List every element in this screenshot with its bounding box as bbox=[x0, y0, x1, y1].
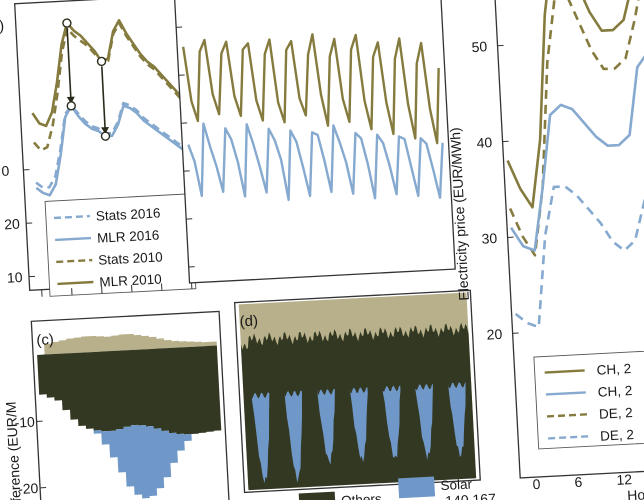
legend-solar: Solar bbox=[440, 476, 473, 493]
legend-mlr-2016: MLR 2016 bbox=[97, 228, 160, 246]
annotation-marker bbox=[62, 18, 72, 28]
y-tick-label: -20 bbox=[18, 480, 39, 497]
x-tick-label: 0 bbox=[532, 476, 541, 492]
panel-e-legend: CH, 2 CH, 2 DE, 2 DE, 2 bbox=[533, 349, 644, 450]
panel-e-series bbox=[506, 0, 644, 329]
panel-c-y-ticks: -10 -20 bbox=[14, 414, 47, 497]
series-2016 bbox=[187, 122, 444, 202]
panel-d-x-ticks: 140 167 bbox=[445, 490, 497, 500]
panel-a-label: (a) bbox=[0, 17, 5, 35]
legend-de-2016: DE, 2 bbox=[600, 427, 635, 444]
panel-e-ylabel: Electricity price (EUR/MWh) bbox=[447, 127, 472, 301]
area-wind bbox=[37, 333, 217, 355]
y-tick-label: 0 bbox=[1, 163, 10, 179]
series-ch-2010 bbox=[506, 0, 644, 209]
panel-b-y-ticks bbox=[176, 26, 195, 268]
y-tick-label: 40 bbox=[476, 134, 493, 151]
legend-ch-2016: CH, 2 bbox=[597, 383, 632, 400]
legend-de-2010: DE, 2 bbox=[599, 405, 634, 422]
panel-d-areas bbox=[238, 292, 477, 491]
legend-mlr-2010-swatch bbox=[57, 280, 94, 286]
area-solar bbox=[39, 394, 222, 499]
panel-b-frame bbox=[173, 0, 456, 284]
panel-a-y-ticks: 10 20 0 bbox=[1, 163, 36, 286]
panel-a: (a) 10 20 0 Stats 2016 MLR 2016 Stats 2010… bbox=[0, 0, 209, 297]
annotation-marker bbox=[66, 101, 76, 111]
legend-stats-2010-swatch bbox=[56, 258, 93, 264]
panel-e: 20 30 40 50 0 6 12 Electricity price (EUR/MWh… bbox=[447, 0, 644, 500]
series-2010 bbox=[181, 33, 440, 145]
panel-c: (c) -10 -20 difference (EUR/M bbox=[3, 310, 231, 500]
y-tick-label: -10 bbox=[14, 414, 35, 431]
y-tick-label: 50 bbox=[471, 38, 488, 55]
difference-arrow bbox=[66, 28, 72, 99]
y-tick-label: 20 bbox=[4, 216, 21, 233]
legend-others: Others bbox=[341, 491, 382, 500]
panel-e-xlabel: Hou bbox=[627, 486, 644, 500]
panel-a-legend: Stats 2016 MLR 2016 Stats 2010 MLR 2010 bbox=[44, 193, 197, 297]
legend-de-2016-swatch bbox=[548, 435, 589, 440]
area-others bbox=[37, 345, 222, 435]
y-tick-label: 30 bbox=[481, 230, 498, 247]
legend-stats-2010: Stats 2010 bbox=[98, 249, 163, 267]
annotation-marker bbox=[100, 131, 111, 141]
panel-b-series bbox=[181, 33, 444, 202]
panel-c-areas bbox=[37, 333, 222, 499]
legend-de-2010-swatch bbox=[546, 413, 588, 418]
panel-b bbox=[173, 0, 456, 284]
y-tick-label: 10 bbox=[7, 269, 24, 286]
series-ch-2016 bbox=[510, 50, 644, 252]
y-tick-label: 20 bbox=[486, 326, 503, 343]
panel-d: (d) Wind Others Solar 140 167 bbox=[233, 289, 497, 500]
arrow-head bbox=[101, 126, 110, 135]
panel-c-ylabel: difference (EUR/M bbox=[3, 401, 25, 500]
panel-c-label: (c) bbox=[36, 331, 54, 349]
panel-d-legend: Wind Others Solar bbox=[298, 476, 473, 500]
legend-others-swatch bbox=[298, 491, 336, 500]
legend-solar-swatch bbox=[398, 476, 436, 499]
arrow-head bbox=[66, 96, 75, 104]
panel-d-label: (d) bbox=[239, 312, 258, 330]
series-stats-2010 bbox=[33, 21, 183, 152]
x-tick-label: 6 bbox=[574, 474, 583, 490]
legend-stats-2016-swatch bbox=[53, 214, 90, 220]
x-tick-label: 12 bbox=[616, 471, 633, 488]
legend-ch-2010: CH, 2 bbox=[596, 361, 631, 378]
area-solar bbox=[250, 368, 466, 484]
difference-arrow bbox=[101, 66, 106, 130]
panel-a-annotations bbox=[62, 18, 111, 141]
panel-e-x-ticks: 0 6 12 bbox=[532, 471, 632, 492]
legend-mlr-2010: MLR 2010 bbox=[99, 271, 162, 289]
legend-stats-2016: Stats 2016 bbox=[96, 205, 161, 223]
legend-ch-2016-swatch bbox=[545, 391, 586, 396]
legend-mlr-2016-swatch bbox=[55, 236, 92, 242]
panel-e-y-ticks: 20 30 40 50 bbox=[471, 38, 519, 343]
annotation-marker bbox=[96, 56, 107, 67]
legend-ch-2010-swatch bbox=[544, 369, 585, 374]
